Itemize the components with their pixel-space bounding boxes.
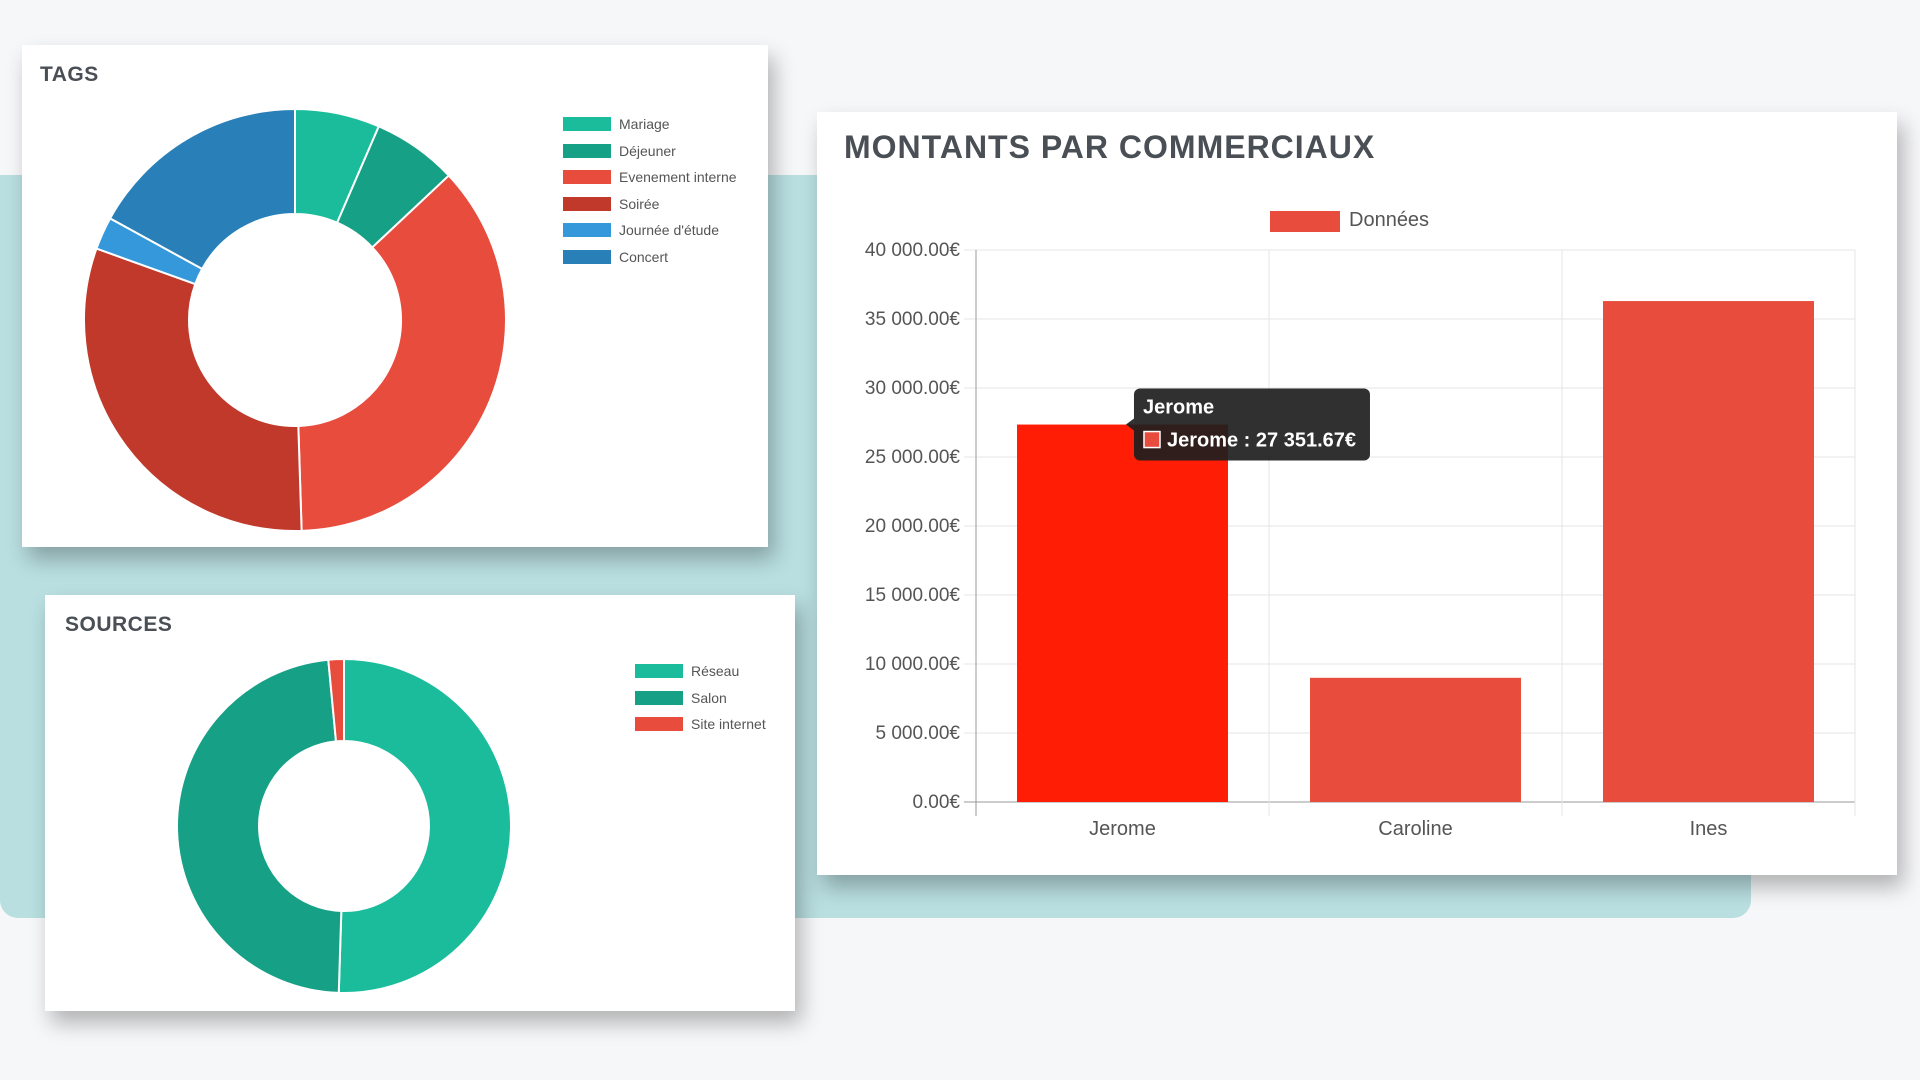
tags-slice-soiree[interactable] <box>83 247 303 532</box>
tags-legend: Mariage Déjeuner Evenement interne Soirée Jo… <box>563 111 737 270</box>
sources-legend-item-site-internet[interactable]: Site internet <box>635 711 766 738</box>
montants-y-tick-label: 20 000.00€ <box>865 516 961 537</box>
tags-legend-swatch <box>563 117 611 132</box>
tags-legend-label: Evenement interne <box>619 169 737 186</box>
montants-bar-caroline[interactable] <box>1310 677 1521 802</box>
sources-legend-item-salon[interactable]: Salon <box>635 685 766 712</box>
tags-legend-item-mariage[interactable]: Mariage <box>563 111 737 138</box>
tooltip-background <box>1133 388 1370 461</box>
tags-title: TAGS <box>40 63 99 86</box>
sources-legend-swatch <box>635 717 683 732</box>
tags-legend-swatch <box>563 196 611 211</box>
tags-legend-swatch <box>563 170 611 185</box>
tags-legend-label: Journée d'étude <box>619 222 719 239</box>
tooltip-title: Jerome <box>1143 397 1214 419</box>
tags-legend-swatch <box>563 249 611 264</box>
sources-legend-swatch <box>635 690 683 705</box>
montants-y-tick-label: 35 000.00€ <box>865 309 961 330</box>
tags-legend-item-dejeuner[interactable]: Déjeuner <box>563 138 737 165</box>
montants-y-tick-label: 30 000.00€ <box>865 378 961 399</box>
sources-card: SOURCES Réseau Salon Site internet <box>45 595 795 1011</box>
tags-legend-item-soiree[interactable]: Soirée <box>563 191 737 218</box>
sources-legend: Réseau Salon Site internet <box>635 658 766 738</box>
montants-legend-swatch <box>1270 211 1340 232</box>
sources-slice-site-internet[interactable] <box>327 657 345 743</box>
montants-y-tick-label: 0.00€ <box>912 792 960 813</box>
sources-slice-reseau[interactable] <box>337 657 512 994</box>
montants-y-tick-label: 40 000.00€ <box>865 240 961 261</box>
montants-y-tick-label: 15 000.00€ <box>865 585 961 606</box>
tags-card: TAGS Mariage Déjeuner Evenement interne Soi… <box>22 45 768 547</box>
montants-bar-chart: Données 0.00€ 5 000.00€ 10 000.00€ 15 000.00… <box>865 209 1856 840</box>
sources-donut-chart <box>175 657 512 994</box>
tags-legend-label: Mariage <box>619 116 670 133</box>
montants-title: MONTANTS PAR COMMERCIAUX <box>844 129 1376 165</box>
tags-legend-swatch <box>563 143 611 158</box>
sources-legend-swatch <box>635 664 683 679</box>
tags-donut-chart <box>83 107 507 532</box>
sources-slice-salon[interactable] <box>175 658 343 994</box>
tooltip-caret <box>1125 418 1134 431</box>
tags-legend-label: Déjeuner <box>619 142 676 159</box>
montants-legend-label: Données <box>1349 209 1429 231</box>
tags-legend-swatch <box>563 223 611 238</box>
montants-y-tick-label: 5 000.00€ <box>875 723 960 744</box>
montants-bar-ines[interactable] <box>1603 301 1814 802</box>
montants-x-tick-label: Ines <box>1690 818 1728 840</box>
tags-legend-label: Concert <box>619 248 669 265</box>
tags-slice-concert[interactable] <box>108 107 296 271</box>
sources-title: SOURCES <box>65 613 173 636</box>
tags-legend-item-concert[interactable]: Concert <box>563 244 737 271</box>
tooltip-swatch <box>1143 430 1161 449</box>
tooltip-body: Jerome : 27 351.67€ <box>1167 430 1356 452</box>
montants-y-tick-label: 25 000.00€ <box>865 447 961 468</box>
sources-legend-item-reseau[interactable]: Réseau <box>635 658 766 685</box>
tags-legend-label: Soirée <box>619 195 660 212</box>
montants-x-tick-label: Jerome <box>1089 818 1156 840</box>
sources-legend-label: Site internet <box>691 716 766 733</box>
sources-legend-label: Réseau <box>691 663 740 680</box>
montants-bar-jerome[interactable] <box>1017 424 1228 802</box>
tags-legend-item-journee-d-etude[interactable]: Journée d'étude <box>563 217 737 244</box>
sources-legend-label: Salon <box>691 689 727 706</box>
montants-y-tick-label: 10 000.00€ <box>865 654 961 675</box>
montants-tooltip: Jerome Jerome : 27 351.67€ <box>1125 388 1370 461</box>
tags-legend-item-evenement-interne[interactable]: Evenement interne <box>563 164 737 191</box>
tags-slice-evenement-interne[interactable] <box>297 174 507 532</box>
montants-x-tick-label: Caroline <box>1378 818 1452 840</box>
montants-card: MONTANTS PAR COMMERCIAUX Données 0.00€ 5 0… <box>817 112 1897 875</box>
